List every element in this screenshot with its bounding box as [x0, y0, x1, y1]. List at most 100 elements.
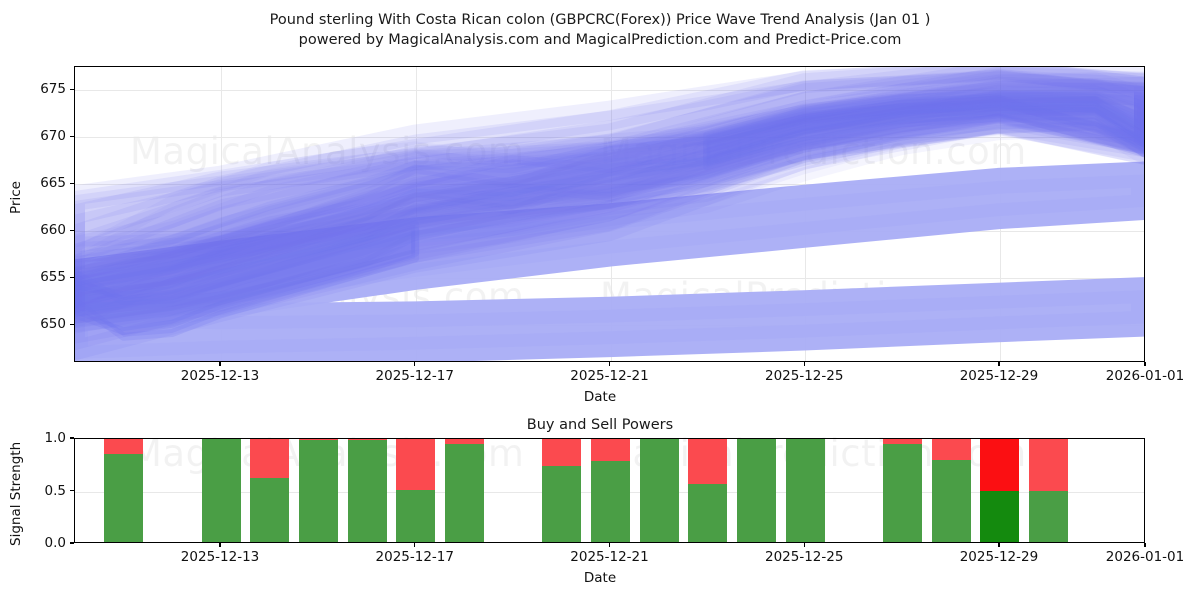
gridline-horizontal: [75, 137, 1144, 139]
signal-bar[interactable]: [250, 439, 290, 542]
x-tick-label: 2025-12-29: [959, 368, 1039, 384]
y-tick-mark: [70, 276, 74, 279]
sell-power-segment: [591, 439, 630, 462]
buy-power-segment: [688, 484, 728, 542]
x-tick-mark: [1144, 543, 1146, 547]
y-tick-label: 650: [40, 316, 66, 333]
title-line-2: powered by MagicalAnalysis.com and Magic…: [298, 32, 902, 48]
signal-bar[interactable]: [444, 439, 484, 542]
y-tick-label: 675: [40, 81, 66, 98]
price-x-axis-label: Date: [583, 389, 617, 405]
sell-power-segment: [931, 439, 971, 461]
gridline-horizontal: [75, 90, 1144, 92]
x-tick-mark: [414, 543, 416, 547]
y-tick-label: 670: [40, 128, 66, 145]
gridline-vertical: [221, 67, 223, 361]
sell-power-segment: [298, 439, 338, 441]
signal-bar[interactable]: [347, 439, 387, 542]
x-tick-label: 2025-12-13: [180, 368, 260, 384]
wave-band: [703, 90, 1144, 154]
page-title: Pound sterling With Costa Rican colon (G…: [0, 10, 1200, 50]
buy-power-segment: [591, 461, 630, 542]
signal-bar[interactable]: [1029, 439, 1069, 542]
buy-power-segment: [785, 439, 825, 542]
x-tick-mark: [803, 543, 805, 547]
y-tick-label: 655: [40, 269, 66, 286]
wave-band: [75, 67, 1144, 307]
wave-band: [75, 85, 1144, 291]
signal-x-axis-label: Date: [583, 570, 617, 586]
wave-band: [703, 96, 1144, 163]
y-tick-label: 0.0: [44, 535, 66, 551]
signal-bar[interactable]: [591, 439, 630, 542]
y-tick-mark: [70, 182, 74, 185]
sell-power-segment: [250, 439, 290, 478]
wave-band: [75, 93, 1144, 314]
y-tick-mark: [70, 323, 74, 326]
sell-power-segment: [1029, 439, 1069, 491]
buy-power-segment: [883, 444, 923, 542]
sell-power-segment: [688, 439, 728, 485]
y-tick-mark: [70, 229, 74, 232]
buy-power-segment: [931, 460, 971, 542]
sell-power-segment: [980, 439, 1020, 491]
buy-power-segment: [201, 439, 241, 542]
signal-bar[interactable]: [931, 439, 971, 542]
wave-band: [75, 77, 1144, 324]
buy-sell-plot-area: [74, 438, 1145, 543]
x-tick-label: 2025-12-17: [375, 368, 454, 384]
signal-bar[interactable]: [639, 439, 679, 542]
wave-band: [75, 67, 1144, 274]
x-tick-mark: [998, 543, 1000, 547]
x-tick-mark: [998, 362, 1000, 366]
x-tick-mark: [608, 543, 611, 547]
signal-bar[interactable]: [298, 439, 338, 542]
signal-bar[interactable]: [980, 439, 1020, 542]
signal-bar[interactable]: [737, 439, 777, 542]
signal-bar[interactable]: [396, 439, 436, 542]
y-tick-label: 1.0: [44, 430, 66, 446]
signal-bar[interactable]: [785, 439, 825, 542]
buy-power-segment: [639, 439, 679, 542]
sell-power-segment: [444, 439, 484, 445]
gridline-horizontal: [75, 278, 1144, 280]
x-tick-label: 2025-12-17: [375, 549, 454, 565]
wave-band: [75, 220, 420, 336]
buy-power-segment: [250, 477, 290, 542]
signal-bar[interactable]: [104, 439, 144, 542]
wave-band: [75, 67, 1144, 262]
y-tick-label: 660: [40, 222, 66, 239]
sell-power-segment: [542, 439, 582, 467]
wave-band: [75, 102, 1144, 329]
y-tick-mark: [70, 542, 74, 544]
signal-bar[interactable]: [688, 439, 728, 542]
gridline-vertical: [415, 67, 417, 361]
wave-band: [75, 277, 1144, 361]
signal-bar[interactable]: [201, 439, 241, 542]
x-tick-label: 2025-12-21: [570, 549, 649, 565]
signal-bar[interactable]: [542, 439, 582, 542]
buy-power-segment: [298, 440, 338, 542]
signal-bar[interactable]: [883, 439, 923, 542]
wave-band: [75, 72, 1144, 325]
y-tick-label: 0.5: [44, 482, 66, 499]
x-tick-label: 2025-12-21: [570, 368, 649, 384]
wave-band: [75, 97, 1144, 317]
x-tick-mark: [414, 362, 416, 366]
x-tick-label: 2025-12-25: [764, 368, 844, 384]
buy-power-segment: [737, 439, 777, 542]
wave-band: [75, 91, 1144, 303]
sell-power-segment: [104, 439, 144, 454]
y-tick-mark: [70, 437, 74, 439]
x-tick-label: 2026-01-01: [1105, 368, 1185, 384]
buy-power-segment: [1029, 490, 1069, 542]
sell-power-segment: [396, 439, 436, 490]
wave-band: [75, 76, 1144, 327]
buy-power-segment: [396, 489, 436, 542]
wave-band: [75, 81, 1144, 344]
wave-band: [75, 72, 1144, 312]
price-y-axis-label: Price: [8, 181, 24, 214]
signal-y-axis-label: Signal Strength: [8, 441, 24, 546]
price-wave-bands: [75, 67, 1144, 361]
wave-band: [75, 67, 1144, 257]
